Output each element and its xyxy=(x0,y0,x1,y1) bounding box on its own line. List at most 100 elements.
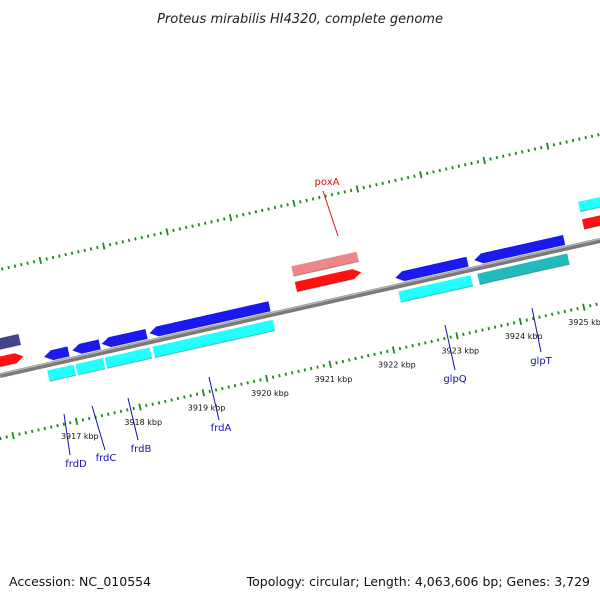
upper-tick-mark xyxy=(330,193,334,197)
lower-tick xyxy=(455,332,459,340)
lower-tick xyxy=(170,398,173,402)
lower-tick xyxy=(132,406,135,411)
upper-tick-mark xyxy=(146,234,150,238)
upper-tick xyxy=(108,242,112,247)
upper-tick-mark xyxy=(45,257,48,261)
lower-tick xyxy=(354,356,357,361)
upper-tick xyxy=(273,205,277,210)
lower-tick-mark xyxy=(278,374,281,378)
frdB-block-shade xyxy=(106,357,153,369)
poxA-arrow xyxy=(294,269,362,292)
lower-tick-mark xyxy=(424,341,427,345)
upper-tick-mark xyxy=(590,134,594,138)
lower-tick xyxy=(481,328,484,332)
lower-tick xyxy=(462,332,465,336)
lower-tick xyxy=(265,374,269,383)
lower-tick-mark xyxy=(500,324,503,328)
upper-tick xyxy=(210,220,213,224)
upper-tick xyxy=(64,252,67,257)
tick-rows xyxy=(0,133,600,441)
frdC-block xyxy=(75,358,106,375)
lower-tick xyxy=(74,417,79,425)
upper-tick-mark xyxy=(197,223,201,227)
lower-tick-mark xyxy=(512,321,516,325)
upper-tick xyxy=(13,264,17,268)
lower-tick-mark xyxy=(183,395,186,399)
lower-tick-mark xyxy=(132,406,135,411)
lower-tick-mark xyxy=(208,389,211,394)
frdA-block xyxy=(152,319,275,358)
upper-tick-mark xyxy=(108,242,112,247)
tick-label-3924: 3924 kbp xyxy=(505,332,543,341)
gene-label-glpQ: glpQ xyxy=(443,374,466,385)
lower-tick xyxy=(37,428,40,432)
genome-backbone-highlight xyxy=(0,238,600,375)
upper-tick-mark xyxy=(261,208,264,213)
lower-tick-mark xyxy=(74,417,79,425)
upper-tick xyxy=(330,193,334,197)
lower-tick-mark xyxy=(37,428,40,432)
lower-tick-mark xyxy=(157,401,161,405)
lower-tick xyxy=(5,435,8,439)
upper-tick-mark xyxy=(210,220,213,224)
lower-tick-mark xyxy=(525,318,528,322)
lower-tick xyxy=(417,342,421,346)
upper-tick-mark xyxy=(140,235,143,240)
upper-tick-mark xyxy=(7,265,10,270)
upper-tick-mark xyxy=(153,233,156,237)
lower-tick xyxy=(56,423,59,428)
upper-tick xyxy=(32,260,36,264)
upper-tick-mark xyxy=(235,214,239,218)
lower-tick-mark xyxy=(195,392,199,396)
upper-tick-mark xyxy=(470,161,473,165)
upper-tick xyxy=(305,198,308,203)
upper-tick xyxy=(102,242,106,250)
genome-backbone xyxy=(0,238,600,378)
lower-tick xyxy=(493,325,497,329)
lower-tick xyxy=(214,388,218,392)
upper-tick xyxy=(58,254,61,258)
frdA-block-shade xyxy=(154,330,276,359)
upper-tick-mark xyxy=(394,178,397,183)
upper-tick xyxy=(545,142,550,150)
lower-tick-mark xyxy=(126,408,129,412)
lower-tick-mark xyxy=(233,383,237,388)
lower-tick-mark xyxy=(595,302,598,306)
frdC-arrow xyxy=(72,339,101,354)
leader-line-poxA xyxy=(322,190,339,237)
lower-tick xyxy=(49,425,53,429)
upper-tick-mark xyxy=(406,175,410,180)
upper-tick xyxy=(337,191,340,195)
upper-tick xyxy=(571,138,575,143)
upper-tick-mark xyxy=(571,138,575,143)
lower-tick-mark xyxy=(322,364,326,368)
frdD-arrow xyxy=(44,346,70,360)
leader-line-frdB xyxy=(127,397,139,441)
lower-tick xyxy=(538,315,541,319)
frdD-block xyxy=(47,364,76,382)
upper-tick xyxy=(394,178,397,183)
gene-label-frdB: frdB xyxy=(131,444,152,455)
upper-tick xyxy=(419,171,423,179)
lower-tick-mark xyxy=(43,426,47,431)
lower-tick xyxy=(81,418,85,422)
upper-tick xyxy=(597,133,600,137)
upper-tick xyxy=(96,245,99,250)
upper-tick-mark xyxy=(305,198,308,203)
upper-tick xyxy=(7,265,10,270)
left-edge-block xyxy=(0,334,21,350)
lower-tick xyxy=(373,352,376,356)
leader-line-glpT xyxy=(531,307,542,353)
lower-tick xyxy=(88,416,91,421)
lower-tick xyxy=(113,411,116,415)
lower-tick xyxy=(107,412,110,416)
lower-tick-mark xyxy=(367,354,370,358)
lower-tick xyxy=(335,361,338,365)
upper-tick-mark xyxy=(89,247,93,251)
lower-tick xyxy=(100,413,104,418)
gene-label-glpT: glpT xyxy=(530,356,552,367)
upper-tick xyxy=(540,145,543,150)
upper-tick xyxy=(70,251,74,255)
upper-tick xyxy=(1,267,4,271)
upper-tick xyxy=(463,163,467,167)
